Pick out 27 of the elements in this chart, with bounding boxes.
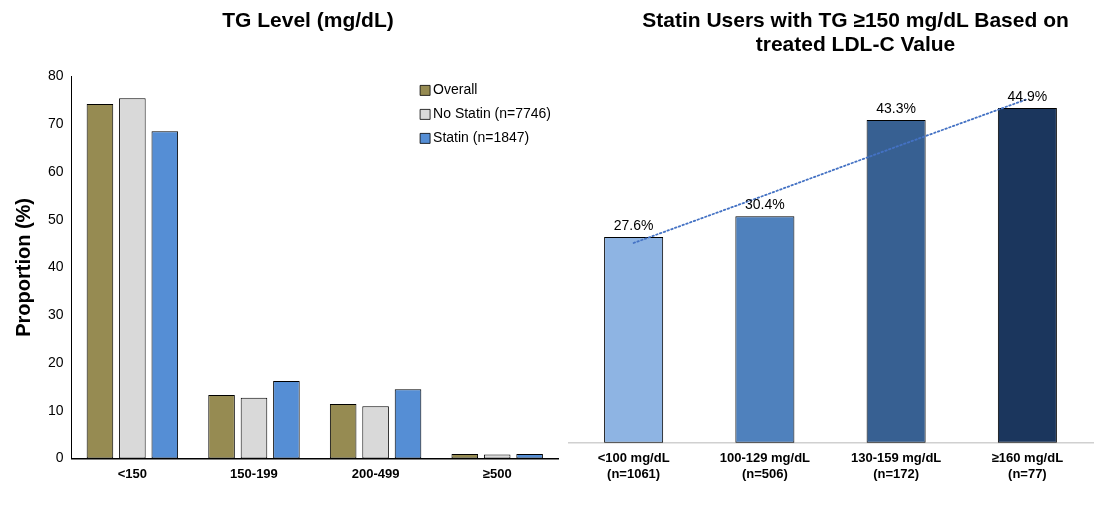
y-tick-label: 50	[47, 210, 64, 227]
y-axis-title: Proportion (%)	[11, 197, 34, 337]
y-tick-label: 40	[47, 258, 64, 275]
chart-title: TG Level (mg/dL)	[221, 8, 395, 33]
y-tick-label: 10	[47, 401, 64, 418]
legend-label: Statin (n=1847)	[433, 129, 530, 146]
data-label: 43.3%	[876, 99, 916, 116]
data-label: 27.6%	[613, 216, 654, 233]
x-tick-label: ≥160 mg/dL (n=77)	[991, 450, 1064, 481]
x-tick-label: 150-199	[230, 465, 278, 481]
y-tick-label: 30	[47, 306, 64, 323]
y-tick-label: 70	[47, 115, 64, 132]
legend-label: No Statin (n=7746)	[433, 105, 551, 122]
y-tick-label: 20	[47, 353, 64, 370]
x-tick-label: <100 mg/dL (n=1061)	[597, 450, 670, 481]
x-tick-label: <150	[117, 465, 148, 481]
legend-label: Overall	[433, 81, 478, 98]
x-tick-label: 200-499	[351, 465, 400, 481]
x-tick-label: ≥500	[482, 465, 512, 481]
x-tick-label: 100-129 mg/dL (n=506)	[719, 450, 811, 481]
data-label: 44.9%	[1007, 87, 1048, 104]
y-tick-label: 80	[47, 67, 64, 84]
chart-title: Statin Users with TG ≥150 mg/dL Based on treated LDL-C Value	[641, 8, 1070, 57]
y-tick-label: 60	[47, 162, 64, 179]
x-tick-label: 130-159 mg/dL (n=172)	[850, 450, 942, 481]
y-tick-label: 0	[55, 449, 64, 466]
data-label: 30.4%	[745, 196, 785, 212]
